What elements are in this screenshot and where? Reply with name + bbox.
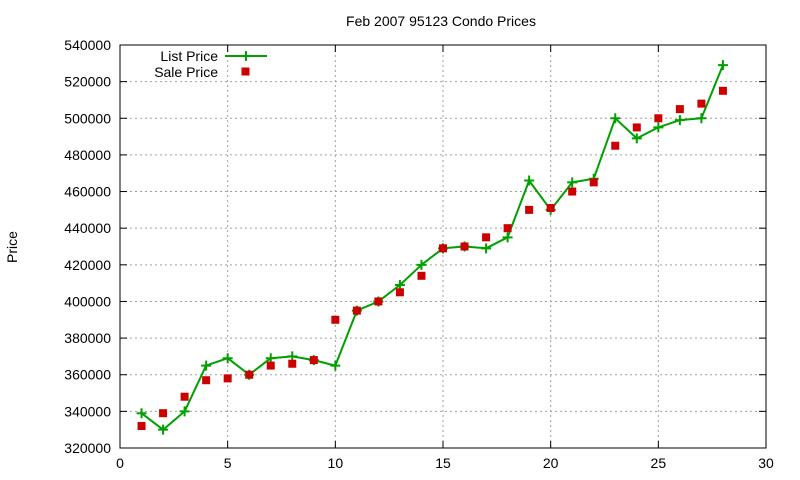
y-tick-label: 460000: [64, 184, 111, 200]
y-tick-label: 380000: [64, 330, 111, 346]
sale-price-point: [654, 114, 663, 123]
y-tick-label: 480000: [64, 147, 111, 163]
sale-price-point: [675, 105, 684, 114]
list-price-point: [179, 406, 190, 417]
sale-price-point: [525, 205, 534, 214]
list-price-point: [416, 259, 427, 270]
y-tick-label: 540000: [64, 37, 111, 53]
list-price-point: [158, 424, 169, 435]
y-tick-label: 440000: [64, 220, 111, 236]
sale-price-point: [482, 233, 491, 242]
sale-price-point: [266, 361, 275, 370]
sale-price-point: [697, 99, 706, 108]
x-tick-label: 15: [435, 455, 451, 471]
legend-marker-sale-price: [241, 67, 250, 76]
y-tick-label: 500000: [64, 110, 111, 126]
y-tick-label: 420000: [64, 257, 111, 273]
x-tick-label: 0: [116, 455, 124, 471]
y-tick-label: 400000: [64, 293, 111, 309]
sale-price-point: [288, 359, 297, 368]
sale-price-point: [331, 315, 340, 324]
list-price-point: [674, 115, 685, 126]
sale-price-point: [460, 242, 469, 251]
y-tick-label: 340000: [64, 403, 111, 419]
list-price-point: [481, 243, 492, 254]
chart-title: Feb 2007 95123 Condo Prices: [346, 13, 536, 29]
sale-price-point: [395, 288, 404, 297]
sale-price-point: [202, 376, 211, 385]
list-price-point: [631, 133, 642, 144]
list-price-point: [610, 113, 621, 124]
legend-marker-list-price: [241, 51, 251, 61]
sale-price-point: [180, 392, 189, 401]
x-tick-label: 20: [543, 455, 559, 471]
legend: List Price Sale Price: [154, 48, 267, 80]
x-tick-label: 10: [328, 455, 344, 471]
list-price-point: [696, 113, 707, 124]
sale-price-point: [589, 178, 598, 187]
sale-price-point: [546, 204, 555, 213]
sale-price-point: [245, 370, 254, 379]
list-price-point: [222, 353, 233, 364]
list-price-point: [717, 60, 728, 71]
legend-label-sale-price: Sale Price: [154, 64, 218, 80]
axis-ticks: [119, 44, 767, 449]
list-price-point: [136, 408, 147, 419]
sale-price-point: [137, 422, 146, 431]
list-price-point: [330, 360, 341, 371]
sale-price-point: [632, 123, 641, 132]
y-axis-label: Price: [4, 231, 20, 263]
sale-price-point: [568, 187, 577, 196]
series-marks: [136, 60, 728, 435]
sale-price-point: [374, 297, 383, 306]
sale-price-point: [159, 409, 168, 418]
sale-price-point: [352, 306, 361, 315]
sale-price-point: [611, 141, 620, 150]
y-tick-label: 360000: [64, 367, 111, 383]
list-price-point: [201, 360, 212, 371]
legend-label-list-price: List Price: [160, 48, 218, 64]
sale-price-point: [718, 86, 727, 95]
sale-price-point: [439, 244, 447, 253]
y-tick-label: 320000: [64, 440, 111, 456]
x-tick-label: 30: [758, 455, 774, 471]
y-tick-label: 520000: [64, 74, 111, 90]
list-price-point: [567, 177, 578, 188]
sale-price-point: [223, 374, 232, 383]
list-price-point: [502, 232, 513, 243]
x-tick-label: 5: [224, 455, 232, 471]
sale-price-point: [417, 271, 426, 280]
list-price-line: [140, 64, 724, 431]
sale-price-point: [309, 356, 318, 365]
axis-tick-labels: 0 5 10 15 20 25 30 320000 340000 360000 380000 4000…: [64, 37, 774, 471]
x-tick-label: 25: [651, 455, 667, 471]
list-price-point: [653, 122, 664, 133]
list-price-point: [524, 175, 535, 186]
sale-price-point: [503, 224, 512, 233]
